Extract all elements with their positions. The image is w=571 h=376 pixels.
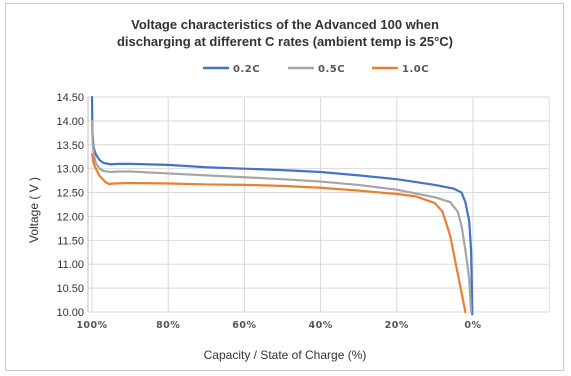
chart-title-line-2: discharging at different C rates (ambien… xyxy=(117,34,453,49)
x-tick-label: 60% xyxy=(232,320,256,331)
x-tick-label: 80% xyxy=(156,320,180,331)
y-tick-label: 11.00 xyxy=(57,259,84,271)
y-tick-label: 10.50 xyxy=(56,283,84,295)
y-tick-label: 14.00 xyxy=(56,116,84,128)
chart-grid xyxy=(87,96,550,313)
y-tick-label: 14.50 xyxy=(56,92,84,104)
y-tick-label: 12.00 xyxy=(56,211,84,223)
y-axis-ticks: 14.50 14.00 13.50 13.00 12.50 12.00 11.50 11.00… xyxy=(56,92,84,319)
y-tick-label: 10.00 xyxy=(56,307,84,319)
y-tick-label: 12.50 xyxy=(56,188,84,200)
y-axis-label: Voltage ( V ) xyxy=(27,177,41,243)
legend-label: 0.2C xyxy=(233,64,260,75)
series-line-0-5C xyxy=(90,119,473,314)
chart-series xyxy=(90,95,474,316)
y-tick-label: 11.50 xyxy=(57,235,84,247)
legend-label: 1.0C xyxy=(402,64,429,75)
series-line-1-0C xyxy=(90,153,467,314)
y-tick-label: 13.50 xyxy=(56,140,84,152)
chart-frame: Voltage characteristics of the Advanced … xyxy=(5,3,564,371)
x-tick-label: 20% xyxy=(385,320,409,331)
y-tick-label: 13.00 xyxy=(56,164,84,176)
x-tick-label: 100% xyxy=(76,320,107,331)
x-tick-label: 40% xyxy=(308,320,332,331)
chart-legend: 0.2C 0.5C 1.0C xyxy=(203,64,429,75)
x-tick-label: 0% xyxy=(464,320,481,331)
legend-label: 0.5C xyxy=(318,64,345,75)
x-axis-ticks: 100% 80% 60% 40% 20% 0% xyxy=(76,320,481,331)
voltage-chart: Voltage characteristics of the Advanced … xyxy=(27,17,550,362)
chart-title-line-1: Voltage characteristics of the Advanced … xyxy=(131,17,439,32)
x-axis-label: Capacity / State of Charge (%) xyxy=(204,348,367,362)
series-line-0-2C xyxy=(90,95,474,316)
